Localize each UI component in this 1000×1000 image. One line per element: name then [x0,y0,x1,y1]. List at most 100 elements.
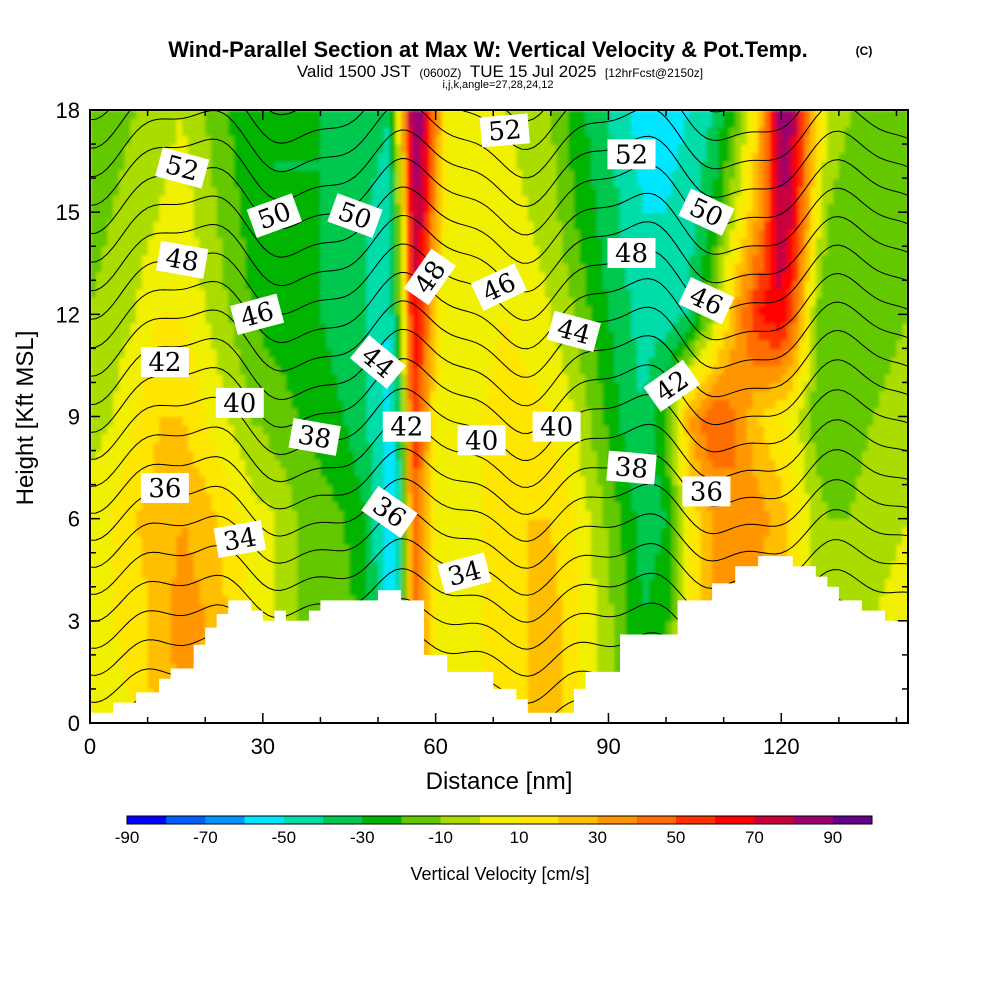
velocity-cell [527,450,535,460]
velocity-cell [717,467,725,477]
velocity-cell [239,467,247,477]
velocity-cell [861,433,869,443]
velocity-cell [239,578,247,588]
velocity-cell [648,552,656,562]
velocity-cell [360,544,368,554]
velocity-cell [591,637,598,647]
velocity-cell [395,578,402,588]
velocity-cell [533,612,540,622]
velocity-cell [176,663,183,673]
velocity-cell [798,544,805,554]
velocity-cell [297,603,304,613]
velocity-cell [164,459,172,469]
velocity-cell [896,595,903,605]
velocity-cell [141,595,149,605]
velocity-cell [614,442,621,452]
velocity-cell [746,501,754,511]
velocity-cell [890,450,898,460]
velocity-cell [631,595,638,605]
velocity-cell [879,561,886,571]
velocity-cell [118,442,126,452]
velocity-cell [781,501,788,511]
velocity-cell [487,578,494,588]
velocity-cell [257,425,264,435]
velocity-cell [343,459,350,469]
velocity-cell [596,620,604,630]
velocity-cell [758,442,765,452]
velocity-cell [625,612,633,622]
velocity-cell [210,425,218,435]
velocity-cell [660,544,667,554]
velocity-cell [349,535,356,545]
velocity-cell [827,493,834,503]
velocity-cell [447,603,454,613]
velocity-cell [602,569,610,579]
velocity-cell [775,459,782,469]
velocity-cell [262,510,270,520]
velocity-cell [107,646,114,656]
velocity-cell [879,569,886,579]
velocity-cell [193,629,201,639]
velocity-cell [245,459,252,469]
velocity-cell [308,467,316,477]
velocity-cell [262,595,270,605]
velocity-cell [389,578,396,588]
velocity-cell [297,527,304,537]
velocity-cell [222,425,229,435]
velocity-cell [493,501,500,511]
velocity-cell [890,476,898,486]
velocity-cell [902,586,908,596]
velocity-cell [746,544,754,554]
velocity-cell [337,425,345,435]
velocity-cell [308,501,316,511]
velocity-cell [729,476,736,486]
chart-subtitle: Valid 1500 JST (0600Z) TUE 15 Jul 2025 [… [297,62,703,81]
velocity-cell [159,595,166,605]
velocity-cell [804,552,811,562]
velocity-cell [660,518,667,528]
velocity-cell [458,663,466,673]
velocity-cell [458,535,466,545]
velocity-cell [389,476,396,486]
velocity-cell [752,467,759,477]
velocity-cell [579,663,587,673]
velocity-cell [769,484,777,494]
velocity-cell [867,450,875,460]
velocity-cell [735,535,742,545]
velocity-cell [153,586,160,596]
velocity-cell [164,425,172,435]
velocity-cell [193,433,201,443]
velocity-cell [545,552,552,562]
velocity-cell [666,450,673,460]
velocity-cell [775,501,782,511]
velocity-cell [787,433,794,443]
velocity-cell [475,501,483,511]
velocity-cell [545,680,552,690]
velocity-cell [452,518,460,528]
velocity-cell [735,493,742,503]
velocity-cell [210,569,218,579]
velocity-cell [228,586,235,596]
velocity-cell [239,510,247,520]
velocity-cell [614,544,621,554]
velocity-cell [516,578,523,588]
velocity-cell [608,425,615,435]
velocity-cell [510,586,517,596]
velocity-cell [481,595,489,605]
velocity-cell [320,527,327,537]
velocity-cell [879,433,886,443]
velocity-cell [510,620,517,630]
velocity-cell [637,433,644,443]
velocity-cell [429,425,437,435]
velocity-cell [648,493,656,503]
velocity-cell [861,595,869,605]
velocity-cell [447,501,454,511]
velocity-cell [527,425,535,435]
velocity-cell [568,493,575,503]
velocity-cell [164,552,172,562]
velocity-cell [844,450,851,460]
velocity-cell [216,459,224,469]
velocity-cell [850,518,857,528]
velocity-cell [170,578,178,588]
